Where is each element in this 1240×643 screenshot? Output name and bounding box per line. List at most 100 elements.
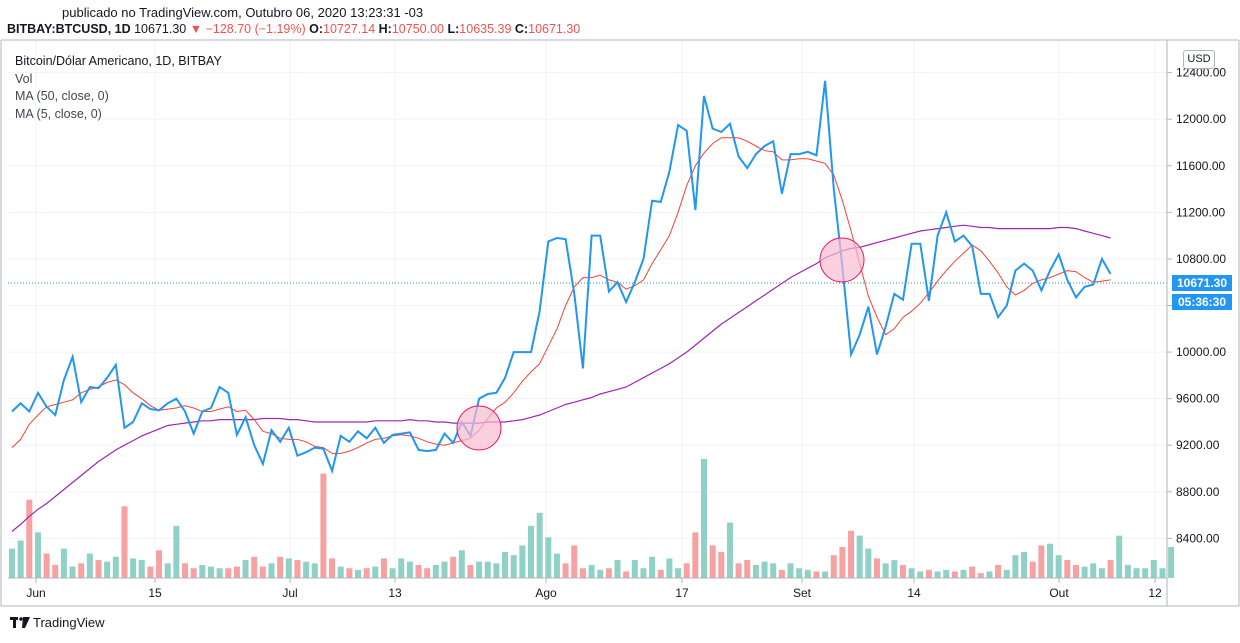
volume-bar (536, 512, 543, 578)
volume-bar (692, 532, 699, 578)
volume-bar (986, 571, 993, 578)
y-tick-label: 9200.00 (1176, 438, 1220, 452)
volume-bar (502, 551, 509, 578)
volume-bar (372, 566, 379, 578)
volume-bar (614, 560, 621, 578)
volume-bar (917, 571, 924, 578)
volume-bar (26, 499, 33, 578)
volume-bar (623, 571, 630, 578)
close-label: C: (514, 22, 529, 36)
time-axis[interactable]: Jun 15 Jul 13 Ago 17 Set 14 Out 12 (26, 578, 1162, 600)
legend-ma5: MA (5, close, 0) (15, 106, 102, 121)
volume-bar (657, 569, 664, 578)
volume-bar (389, 568, 396, 578)
volume-bar (199, 564, 206, 578)
volume-bar (969, 566, 976, 578)
volume-bar (104, 561, 111, 578)
crossover-marker-2 (819, 237, 865, 283)
volume-bar (1133, 568, 1140, 578)
volume-bar (1003, 569, 1010, 578)
volume-bar (579, 568, 586, 578)
volume-bar (156, 550, 163, 578)
currency-button[interactable]: USD (1183, 50, 1215, 69)
volume-bar (285, 558, 292, 578)
volume-bar (190, 568, 197, 578)
volume-bar (562, 563, 569, 578)
volume-bar (701, 459, 707, 578)
volume-bar (242, 560, 249, 578)
volume-bar (69, 566, 76, 578)
footer-brand: TradingView (33, 615, 105, 630)
volume-bar (631, 560, 638, 578)
volume-bar (233, 566, 240, 578)
volume-bar (1081, 566, 1088, 578)
volume-bar (553, 553, 560, 578)
volume-bar (121, 506, 128, 578)
volume-bar (147, 566, 154, 578)
volume-bar (484, 561, 491, 578)
volume-bar (675, 568, 682, 578)
volume-bar (726, 522, 733, 578)
open-value: 10727.14 (323, 22, 376, 36)
ohlc-bar: BITBAY:BTCUSD, 1D 10671.30 ▼ −128.70 (−1… (7, 22, 580, 36)
volume-bar (1142, 568, 1149, 578)
tradingview-logo-icon (10, 616, 30, 629)
price-change: ▼ −128.70 (−1.19%) (189, 22, 306, 36)
volume-bar (43, 553, 50, 578)
volume-bar (112, 556, 119, 578)
volume-bar (363, 568, 370, 578)
volume-bar (744, 560, 751, 578)
volume-bar (951, 571, 958, 578)
x-tick-label: Jul (282, 586, 297, 600)
volume-bar (398, 558, 405, 578)
volume-bar (164, 563, 171, 578)
volume-bar (752, 564, 759, 578)
volume-bar (899, 564, 906, 578)
last-price-tag: 10671.30 (1172, 275, 1232, 291)
volume-bar (597, 569, 604, 578)
legend: Bitcoin/Dólar Americano, 1D, BITBAY Vol … (15, 53, 222, 123)
volume-bar (60, 548, 67, 578)
volume-bar (882, 563, 889, 578)
volume-bar (138, 560, 145, 578)
volume-bar (216, 568, 223, 578)
volume-bar (1098, 568, 1105, 578)
open-label: O: (309, 22, 324, 36)
volume-bar (588, 564, 595, 578)
volume-bar (934, 571, 941, 578)
footer[interactable]: TradingView (10, 615, 105, 630)
legend-ma50: MA (50, close, 0) (15, 89, 109, 103)
volume-bar (329, 558, 336, 578)
volume-bar (268, 563, 275, 578)
volume-bar (95, 560, 102, 578)
volume-bar (355, 569, 361, 578)
volume-bar (770, 563, 777, 578)
x-tick-label: 17 (675, 586, 689, 600)
volume-bar (78, 563, 85, 578)
volume-bar (891, 560, 898, 578)
volume-bar (545, 537, 552, 578)
volume-bar (839, 547, 846, 578)
volume-bar (17, 540, 24, 578)
high-value: 10750.00 (391, 22, 444, 36)
volume-bar (848, 530, 855, 578)
volume-bar (346, 568, 353, 578)
y-tick-label: 11600.00 (1176, 159, 1225, 173)
volume-bar (510, 555, 517, 578)
ma50-line (11, 224, 1111, 532)
volume-bar (1038, 545, 1045, 578)
y-tick-label: 9600.00 (1176, 392, 1220, 406)
volume-bar (415, 564, 422, 578)
volume-bar (813, 571, 820, 578)
volume-bar (1029, 561, 1036, 578)
volume-bar (424, 568, 431, 578)
low-label: L: (447, 22, 460, 36)
volume-bar (1159, 568, 1166, 578)
volume-bar (787, 563, 794, 578)
volume-bars (9, 459, 1175, 578)
last-price: 10671.30 (134, 22, 187, 36)
volume-bar (173, 525, 180, 578)
y-tick-label: 11200.00 (1176, 205, 1225, 219)
volume-bar (718, 551, 725, 578)
